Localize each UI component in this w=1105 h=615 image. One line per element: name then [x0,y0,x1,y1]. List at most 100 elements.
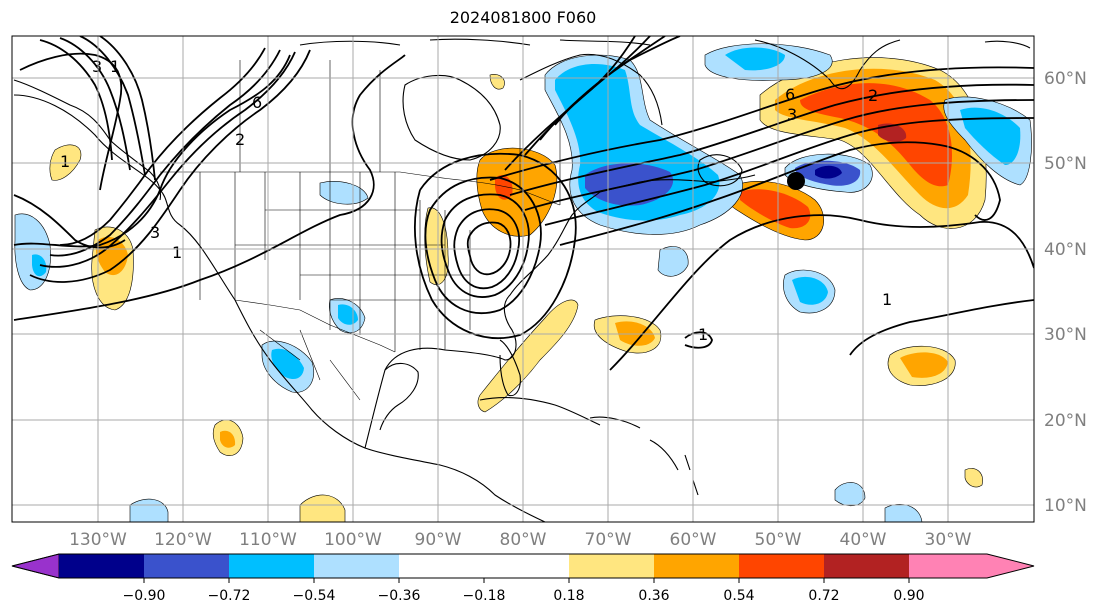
contour-line [684,331,713,349]
colorbar-bin [59,554,144,578]
anomaly-negative-region [792,276,828,305]
colorbar-tick-label: −0.90 [123,588,166,604]
anomaly-negative-region [319,181,369,205]
contour-line [59,47,266,246]
latitude-labels: 60°N 50°N 40°N 30°N 20°N 10°N [1044,69,1087,516]
newfoundland-coast [697,154,743,187]
lat-label: 20°N [1044,411,1087,431]
contour-label: 2 [235,130,245,149]
anomaly-positive-region [964,468,983,488]
contour-line [440,193,530,298]
lat-label: 10°N [1044,496,1087,516]
iceland-coast [984,40,1031,49]
contour-line [39,39,113,161]
contour-line [609,214,1034,371]
anomaly-positive-region [900,352,948,378]
lon-label: 90°W [415,530,462,550]
colorbar-bin [739,554,824,578]
contour-line [59,37,131,171]
contour-label: 1 [60,152,70,171]
colorbar-tick-label: −0.72 [208,588,251,604]
anomaly-positive-region [96,236,128,276]
state-borders [199,172,471,352]
us-canada-border [160,171,561,206]
colorbar-bin [314,554,399,578]
lat-label: 40°N [1044,240,1087,260]
colorbar-tick-label: 0.72 [808,588,839,604]
hudson-bay-coast [402,74,501,161]
contour-line [49,49,281,257]
anomaly-positive-region [220,430,236,448]
labrador-coast [519,53,663,126]
contour-line [466,221,512,276]
lon-label: 30°W [925,530,972,550]
colorbar-tick-label: −0.18 [463,588,506,604]
colorbar-bin [144,554,229,578]
lon-label: 120°W [154,530,212,550]
contour-label: 1 [172,243,182,262]
greenland-coast [754,39,901,90]
contour-label: 3 [92,57,102,76]
colorbar-bin [229,554,314,578]
mexico-states [259,329,361,401]
anomaly-positive-region [740,189,811,229]
anomaly-negative-region [815,165,842,179]
contour-label: 6 [252,93,262,112]
lon-label: 100°W [324,530,382,550]
colorbar-bin [824,554,909,578]
map-title: 2024081800 F060 [449,8,597,27]
colorbar-tick-label: 0.36 [638,588,669,604]
colorbar-tick-label: −0.36 [378,588,421,604]
contour-line [99,36,156,181]
contour-line [489,66,1034,181]
contour-line [13,54,406,321]
anomaly-negative-region [834,482,866,507]
contour-line [29,49,311,283]
lon-label: 60°W [670,530,717,550]
lon-label: 40°W [840,530,887,550]
canada-provinces [239,60,561,205]
anomaly-negative-region [32,254,47,277]
longitude-labels: 130°W 120°W 110°W 100°W 90°W 80°W 70°W 6… [69,530,972,550]
contour-label: 2 [868,86,878,105]
lon-label: 110°W [239,530,297,550]
caribbean-islands [649,439,699,496]
colorbar-tickmarks [143,578,910,583]
colorbar-outline [11,553,1035,579]
colorbar-bin [654,554,739,578]
anomaly-positive-region [299,494,346,522]
location-marker [787,172,805,190]
contour-line [524,99,1034,211]
map-frame [11,35,1035,523]
cuba-coast [479,396,601,426]
colorbar-tick-label: −0.54 [293,588,336,604]
contour-label: 3 [787,105,797,124]
contour-line [559,141,1001,246]
lon-label: 80°W [500,530,547,550]
colorbar-tick-label: 0.90 [893,588,924,604]
arctic-islands [299,38,651,46]
colorbar-bin [569,554,654,578]
contour-line [39,51,296,268]
florida-coast [499,339,521,397]
colorbar-under-triangle [11,553,60,579]
anomaly-negative-region [725,47,785,71]
anomaly-positive-region [800,83,953,187]
lon-label: 70°W [585,530,632,550]
graticule [12,36,1034,522]
colorbar-tick-label: 0.18 [553,588,584,604]
anomaly-positive-region [878,123,907,142]
anomaly-negative-region [657,246,689,277]
anomaly-negative-region [884,504,923,522]
contour-line [453,208,520,290]
lat-label: 60°N [1044,69,1087,89]
lat-label: 30°N [1044,325,1087,345]
colorbar-bin [399,554,569,578]
borders-layer [160,60,561,401]
contour-line [413,152,577,339]
colorbar: −0.90 −0.72 −0.54 −0.36 −0.18 0.18 0.36 … [11,553,1035,604]
contour-line [509,83,1034,196]
contour-line [424,176,542,315]
hispaniola-coast [589,416,641,429]
